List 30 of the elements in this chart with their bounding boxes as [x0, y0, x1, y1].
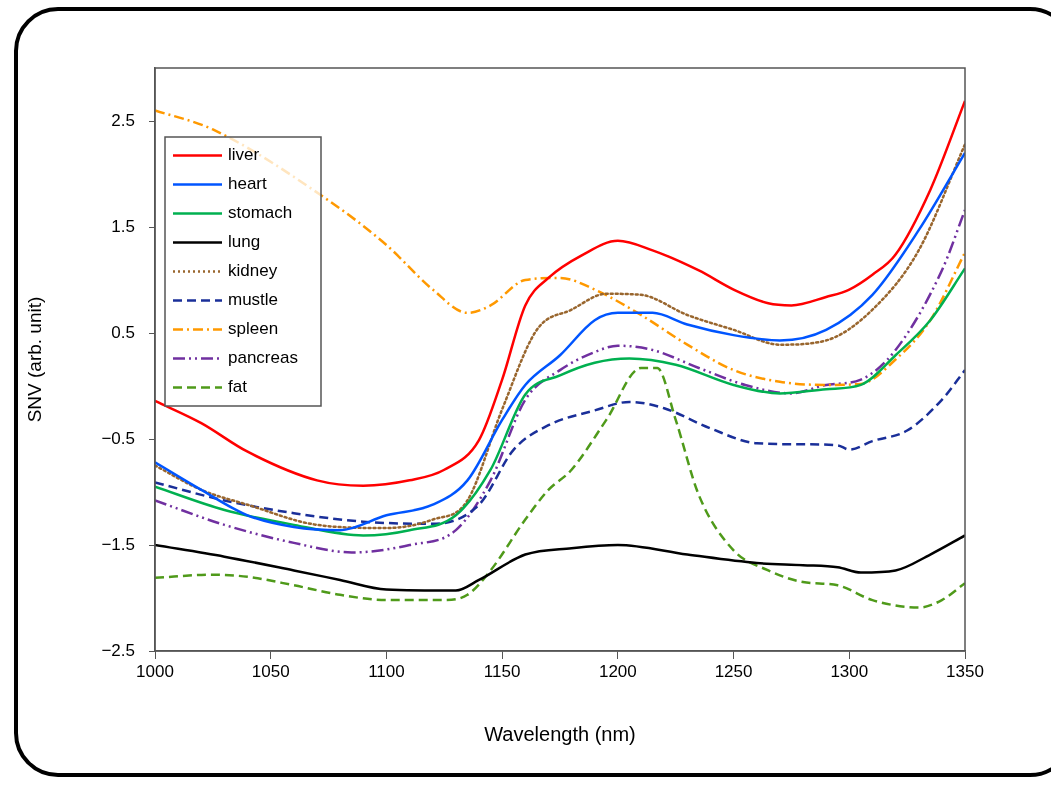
x-tick-label: 1200 [598, 661, 637, 681]
y-tick-label: −2.5 [101, 640, 135, 660]
x-tick-label: 1300 [830, 661, 869, 681]
x-tick-label: 1350 [946, 661, 984, 681]
x-tick-label: 1050 [251, 661, 290, 681]
line-series [155, 368, 965, 526]
line-series [155, 208, 965, 554]
y-tick-label: 0.5 [111, 322, 135, 342]
legend-label: stomach [228, 203, 293, 223]
x-tick-label: 1000 [136, 661, 174, 681]
x-tick-label: 1250 [714, 661, 753, 681]
x-tick-label: 1100 [368, 661, 405, 681]
legend-label: mustle [228, 290, 279, 310]
legend-label: kidney [228, 261, 278, 281]
legend-label: fat [228, 377, 248, 397]
y-tick-label: −0.5 [101, 428, 135, 448]
y-axis-title: SNV (arb. unit) [23, 296, 45, 423]
legend-label: liver [228, 145, 260, 165]
legend-label: spleen [228, 319, 279, 339]
legend-label: lung [228, 232, 261, 252]
line-series [155, 534, 965, 592]
line-series [155, 99, 965, 487]
x-axis-title: Wavelength (nm) [484, 722, 636, 745]
y-tick-label: 2.5 [111, 110, 135, 130]
line-series [155, 366, 965, 609]
legend-label: pancreas [228, 348, 298, 368]
y-tick-label: 1.5 [111, 216, 135, 236]
legend-label: heart [228, 174, 268, 194]
y-tick-label: −1.5 [101, 534, 135, 554]
x-tick-label: 1150 [483, 661, 521, 681]
